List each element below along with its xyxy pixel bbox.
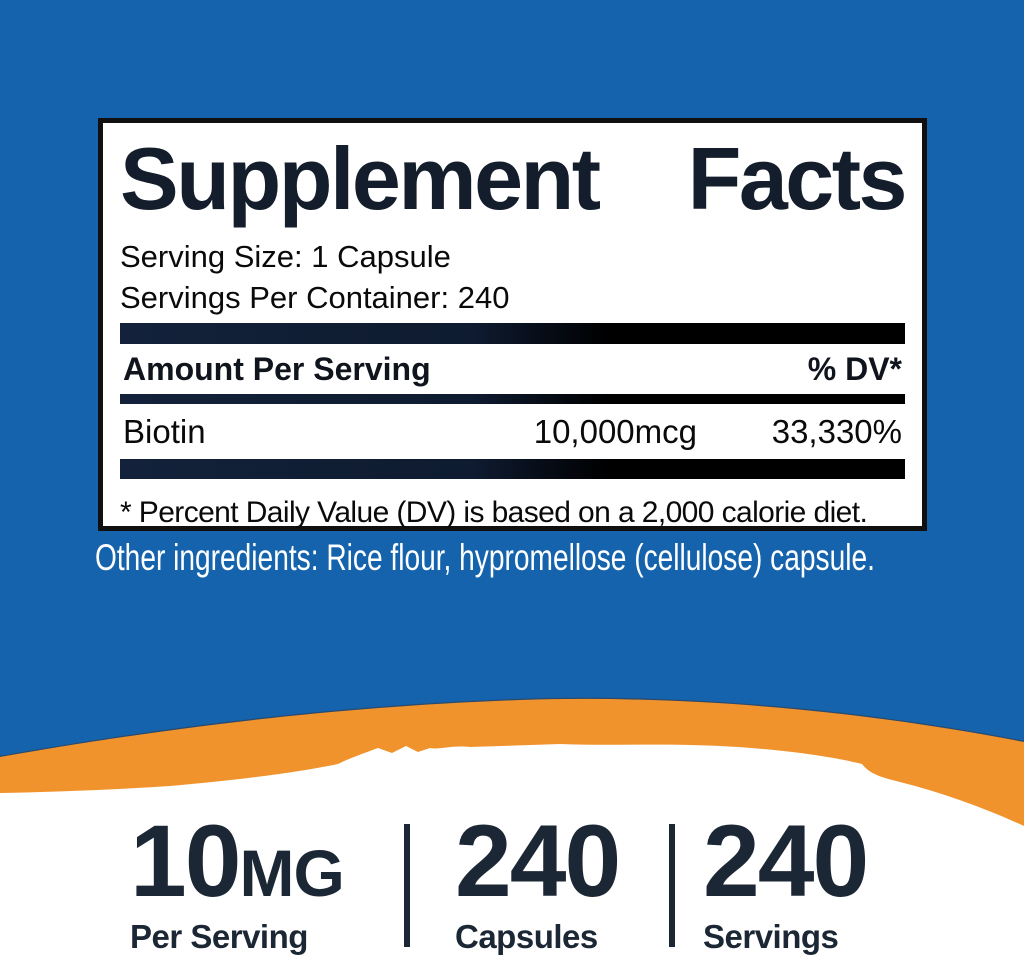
panel-title-word-2: Facts	[687, 129, 908, 228]
servings-per-container-text: Servings Per Container: 240	[120, 279, 510, 315]
stat-unit: MG	[239, 836, 344, 910]
table-row: Biotin 10,000mcg 33,330%	[120, 404, 905, 459]
serving-size-text: Serving Size: 1 Capsule	[120, 239, 451, 274]
percent-dv-label: % DV*	[807, 350, 902, 387]
dv-footnote: * Percent Daily Value (DV) is based on a…	[120, 495, 868, 529]
separator-bar-middle	[120, 393, 905, 404]
nutrient-dv-value: 33,330%	[771, 412, 902, 450]
swoosh-orange-band	[0, 698, 1024, 826]
swoosh-blue-region	[0, 688, 1024, 757]
amount-per-serving-label: Amount Per Serving	[123, 350, 431, 387]
orange-swoosh	[0, 688, 1024, 826]
separator-bar-bottom	[120, 458, 905, 479]
panel-title: Supplement Facts	[120, 129, 908, 228]
stat-label: Servings	[703, 918, 839, 955]
stat-label: Capsules	[455, 918, 598, 955]
serving-info: Serving Size: 1 Capsule Servings Per Con…	[120, 237, 905, 319]
table-header-row: Amount Per Serving % DV*	[120, 344, 905, 394]
nutrient-name: Biotin	[123, 412, 206, 450]
nutrient-amount: 10,000mcg	[533, 412, 697, 450]
stat-divider	[404, 824, 410, 947]
stat-label: Per Serving	[130, 918, 308, 955]
panel-title-word-1: Supplement	[120, 129, 601, 228]
supplement-facts-panel: Supplement Facts Serving Size: 1 Capsule…	[98, 118, 927, 531]
separator-bar-top	[120, 322, 905, 344]
stat-divider	[669, 824, 675, 947]
other-ingredients-text: Other ingredients: Rice flour, hypromell…	[95, 537, 875, 578]
